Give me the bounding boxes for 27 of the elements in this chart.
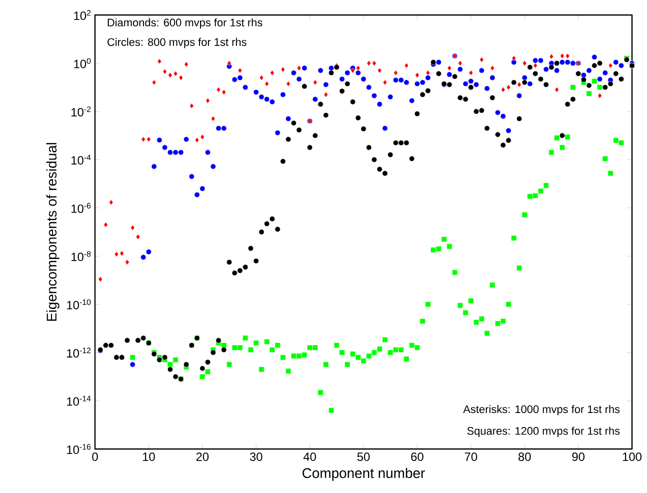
annotation: Asterisks: 1000 mvps for 1st rhs bbox=[463, 405, 620, 416]
x-tick-label: 90 bbox=[572, 452, 584, 461]
x-tick-label: 80 bbox=[518, 452, 531, 461]
x-tick-label: 70 bbox=[464, 452, 478, 461]
y-tick-label: 10$^{-12}$ bbox=[67, 348, 91, 358]
x-tick-label: 20 bbox=[196, 452, 209, 461]
x-axis-title: Component number bbox=[302, 468, 425, 481]
x-tick-label: 10 bbox=[142, 452, 155, 461]
x-tick-label: 0 bbox=[92, 452, 98, 461]
y-axis-title: Eigencomponents of residual bbox=[46, 143, 60, 321]
x-tick-label: 100 bbox=[622, 452, 642, 461]
y-tick-label: 10$^{-14}$ bbox=[67, 396, 91, 406]
y-tick-label: 10$^{-6}$ bbox=[72, 202, 91, 213]
y-tick-label: 10$^{2}$ bbox=[74, 10, 91, 20]
x-tick-label: 30 bbox=[250, 452, 262, 461]
y-tick-label: 10$^{0}$ bbox=[74, 58, 91, 68]
x-tick-label: 40 bbox=[303, 452, 316, 461]
annotation: Circles: 800 mvps for 1st rhs bbox=[108, 38, 246, 48]
y-tick-label: 10$^{-10}$ bbox=[67, 299, 91, 310]
y-tick-label: 10$^{-16}$ bbox=[67, 444, 91, 454]
x-tick-label: 60 bbox=[411, 452, 424, 461]
y-tick-label: 10$^{-8}$ bbox=[72, 251, 91, 262]
annotation: Diamonds: 600 mvps for 1st rhs bbox=[108, 18, 262, 29]
x-tick-label: 50 bbox=[357, 452, 370, 461]
annotation: Squares: 1200 mvps for 1st rhs bbox=[467, 426, 620, 437]
y-tick-label: 10$^{-4}$ bbox=[72, 154, 91, 165]
y-tick-label: 10$^{-2}$ bbox=[72, 106, 91, 116]
